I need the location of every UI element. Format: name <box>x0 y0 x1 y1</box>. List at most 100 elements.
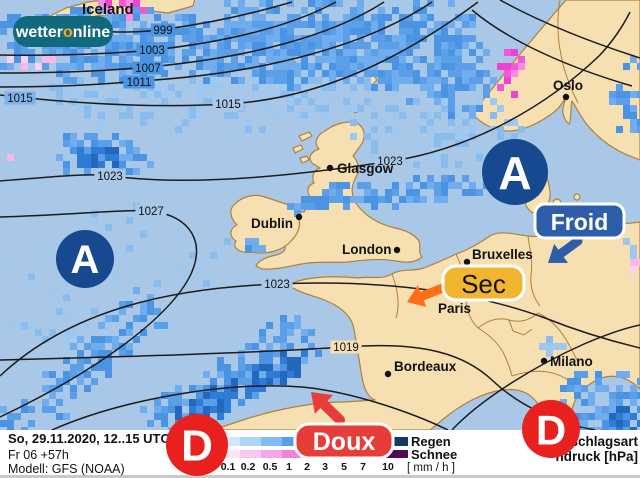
legend-tick: 1 <box>286 461 292 473</box>
isobar-label: 999 <box>153 25 172 37</box>
city-bruxelles: Bruxelles <box>463 247 533 266</box>
isobar-label-bg <box>150 23 176 37</box>
legend-tick: 0.5 <box>263 461 278 473</box>
isobar-label: 1015 <box>7 93 33 105</box>
isobar-label: 1015 <box>215 99 241 111</box>
city-paris: Paris <box>438 301 471 316</box>
annotation-boxes: Froid Sec Doux <box>293 202 626 460</box>
isobar-label: 1019 <box>333 342 359 354</box>
city-label: Milano <box>550 354 593 369</box>
logo-text: wetteronline <box>15 24 110 41</box>
city-dot <box>540 357 548 365</box>
isobar-label: 1027 <box>138 206 164 218</box>
city-glasgow: Glasgow <box>326 161 394 176</box>
froid-arrow <box>548 236 583 263</box>
isobar-label: 1007 <box>135 63 161 75</box>
isobar-label-bg <box>261 277 293 291</box>
land-danish-island-3 <box>573 193 581 201</box>
status-runtime: Fr 06 +57h <box>8 448 69 462</box>
status-model: Modell: GFS (NOAA) <box>8 462 125 476</box>
annotation-label: Sec <box>461 269 506 299</box>
legend-snow-segment <box>240 450 261 458</box>
doux-arrow <box>311 392 345 425</box>
pressure-circle <box>56 230 114 288</box>
isobar-label-bg <box>4 91 36 105</box>
legend-rain-segment <box>219 437 240 446</box>
city-dot <box>326 164 334 172</box>
legend-rain-segment <box>282 437 303 446</box>
city-dot <box>393 246 401 254</box>
legend-tick: 7 <box>360 461 366 473</box>
city-dot <box>562 93 570 101</box>
status-datetime: So, 29.11.2020, 12..15 UTC <box>8 431 170 446</box>
city-dublin: Dublin <box>251 213 303 231</box>
pressure-center-a: A <box>56 230 114 288</box>
isobar-label-bg <box>132 61 164 75</box>
city-label: Paris <box>438 301 471 316</box>
annotation-sec: Sec <box>441 264 526 302</box>
logo-text-nline: nline <box>73 24 110 41</box>
pressure-letter: D <box>181 422 213 471</box>
city-dot <box>295 213 303 221</box>
legend-rain-segment <box>261 437 282 446</box>
city-london: London <box>342 242 401 257</box>
bottom-divider <box>0 475 640 478</box>
pressure-circle <box>482 139 548 205</box>
isobar-label-bg <box>330 340 362 354</box>
annotation-box <box>293 422 395 460</box>
sec-arrow <box>407 283 448 308</box>
wetteronline-logo[interactable]: wetteronline <box>13 16 113 47</box>
legend-snow-segment <box>261 450 282 458</box>
legend-right-line1: schlagsart <box>570 434 638 449</box>
legend-tick: 0.2 <box>241 461 256 473</box>
pressure-centers: A A D D <box>56 139 580 476</box>
city-label: Bruxelles <box>472 247 533 262</box>
isobar-labels: 999 1003 1007 1011 1015 1015 1023 1023 1027 1023 1… <box>4 23 406 354</box>
isobar-label-bg <box>136 43 168 57</box>
logo-text-o: o <box>63 24 73 41</box>
land-hebrides <box>292 131 313 164</box>
logo-background <box>13 16 113 47</box>
city-oslo: Oslo <box>553 78 583 101</box>
logo-text-wetter: wetter <box>15 24 63 41</box>
pressure-center-a: A <box>482 139 548 205</box>
sec-arrow-head <box>407 285 427 308</box>
isobar-label-bg <box>135 204 167 218</box>
annotation-doux: Doux <box>293 422 395 460</box>
city-milano: Milano <box>540 354 593 369</box>
doux-arrow-shaft <box>318 399 345 425</box>
city-dot <box>384 370 392 378</box>
city-bordeaux: Bordeaux <box>384 359 457 378</box>
legend-rain-segment <box>387 437 408 446</box>
legend-right-line2: ndruck [hPa] <box>555 449 638 464</box>
legend-tick: 2 <box>304 461 310 473</box>
legend-snow-segment <box>282 450 303 458</box>
city-label: Dublin <box>251 216 293 231</box>
city-label: Oslo <box>553 78 583 93</box>
legend-tick: 10 <box>382 461 394 473</box>
isobar-label-bg <box>212 97 244 111</box>
pressure-center-d: D <box>166 414 228 476</box>
city-dot <box>463 258 471 266</box>
isobar-label: 1023 <box>97 171 123 183</box>
isobar-label: 1023 <box>377 156 403 168</box>
isobar-label: 1011 <box>127 77 152 89</box>
legend-rain-label: Regen <box>411 434 451 449</box>
isobar-label-bg <box>374 154 406 168</box>
doux-arrow-head <box>311 392 333 414</box>
legend-rain-segment <box>240 437 261 446</box>
legend-tick-labels: 0.1 0.2 0.5 1 2 3 5 7 10 <box>221 461 394 473</box>
precipitation-cells <box>0 0 640 430</box>
annotation-box <box>441 264 526 302</box>
legend-snow-segment <box>387 450 408 458</box>
pressure-letter: D <box>536 407 566 454</box>
annotation-arrows <box>311 236 583 425</box>
city-label: Bordeaux <box>394 359 457 374</box>
pressure-circle <box>166 414 228 476</box>
sec-arrow-shaft <box>417 283 448 301</box>
pressure-center-d: D <box>522 400 580 458</box>
legend-snow-label: Schnee <box>411 447 457 462</box>
isobar-label: 1003 <box>139 45 165 57</box>
